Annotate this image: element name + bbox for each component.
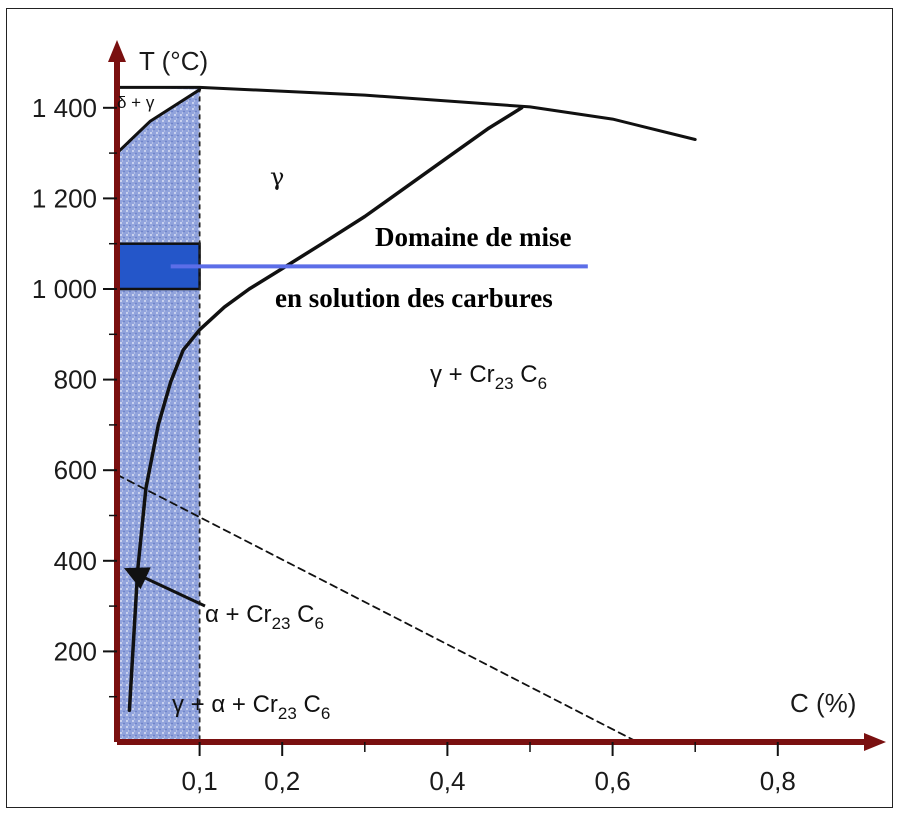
region-label-delta-gamma: δ + γ [117,93,155,112]
x-axis-arrowhead [864,733,886,751]
gamma-carbide-mid: C [514,361,538,388]
alpha-carbide-sub1: 23 [272,614,291,633]
x-tick-label-0.8: 0,8 [760,766,796,796]
annotation-line1: Domaine de mise [375,222,571,252]
alpha-carbide-mid: C [290,601,314,628]
y-tick-label-1200: 1 200 [32,183,97,213]
gamma-alpha-carbide-sub1: 23 [278,704,297,723]
region-label-gamma: γ [270,163,284,191]
y-tick-label-400: 400 [54,546,97,576]
y-tick-label-1000: 1 000 [32,274,97,304]
region-label-gamma-carbide: γ + Cr23 C6 [430,361,547,393]
y-tick-label-200: 200 [54,636,97,666]
gamma-carbide-sub1: 23 [495,374,514,393]
gamma-alpha-carbide-sub2: 6 [321,704,330,723]
shaded-region-low-carbon [117,87,200,742]
x-axis-title: C (%) [790,688,856,718]
x-tick-label-0.6: 0,6 [595,766,631,796]
gamma-alpha-carbide-mid: C [297,691,321,718]
y-axis-arrowhead [108,40,126,62]
region-label-alpha-carbide: α + Cr23 C6 [205,601,324,633]
y-tick-label-600: 600 [54,455,97,485]
annotation-line2: en solution des carbures [275,283,553,313]
x-tick-label-0.2: 0,2 [264,766,300,796]
y-axis-title: T (°C) [139,46,208,76]
gamma-alpha-carbide-prefix: γ + α + Cr [172,691,278,718]
gamma-carbide-sub2: 6 [538,374,547,393]
x-tick-label-0.4: 0,4 [429,766,465,796]
solidus-curve [117,87,695,139]
alpha-carbide-sub2: 6 [314,614,323,633]
region-layer [117,87,200,742]
alpha-carbide-prefix: α + Cr [205,601,272,628]
curve-layer [117,87,695,742]
gamma-carbide-prefix: γ + Cr [430,361,495,388]
axes-layer [108,40,886,751]
x-tick-label-0.1: 0,1 [182,766,218,796]
y-tick-label-800: 800 [54,365,97,395]
y-tick-label-1400: 1 400 [32,93,97,123]
